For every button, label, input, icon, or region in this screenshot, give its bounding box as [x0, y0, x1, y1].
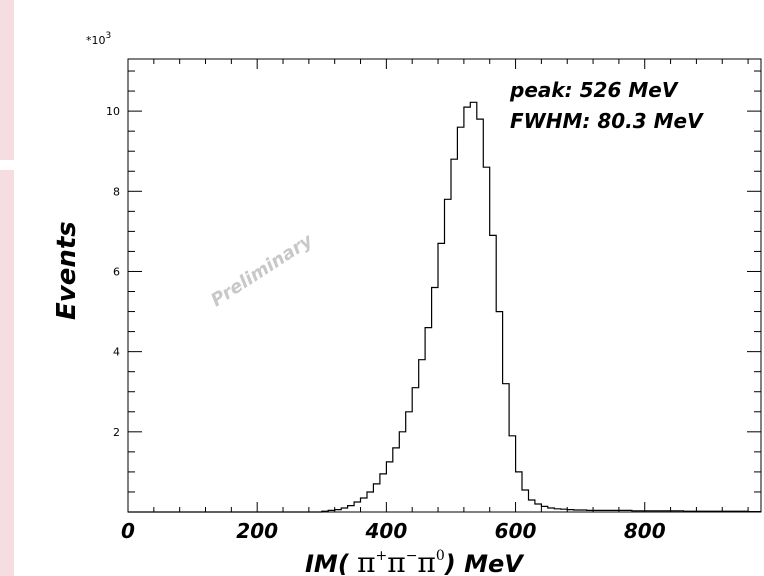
x-ticks: 0 200 400 600 800 — [121, 59, 749, 543]
x-tick-label: 0 — [121, 519, 135, 543]
peak-annotation: peak: 526 MeV — [509, 78, 679, 102]
y-tick-label: 8 — [113, 185, 120, 198]
x-tick-label: 600 — [495, 519, 537, 543]
y-tick-label: 4 — [113, 346, 120, 359]
fwhm-annotation: FWHM: 80.3 MeV — [510, 109, 704, 133]
histogram-series — [128, 101, 761, 513]
page-side-strip-bottom — [0, 170, 14, 576]
y-axis-title: Events — [52, 221, 82, 320]
y-tick-label: 10 — [106, 105, 120, 118]
preliminary-watermark: Preliminary — [207, 229, 317, 311]
y-tick-label: 6 — [113, 265, 120, 278]
x-tick-label: 800 — [624, 519, 666, 543]
x-tick-label: 400 — [364, 519, 407, 543]
plot-frame-group — [127, 58, 762, 513]
page-side-strip-top — [0, 0, 14, 160]
x-axis-title: IM( π+π−π0) MeV — [305, 546, 525, 576]
x-tick-label: 200 — [236, 519, 278, 543]
y-ticks: 2 4 6 8 10 — [106, 70, 761, 513]
histogram-line — [128, 101, 761, 513]
plot-frame — [127, 58, 762, 513]
y-tick-label: 2 — [113, 426, 120, 439]
y-multiplier: *103 — [86, 31, 111, 47]
